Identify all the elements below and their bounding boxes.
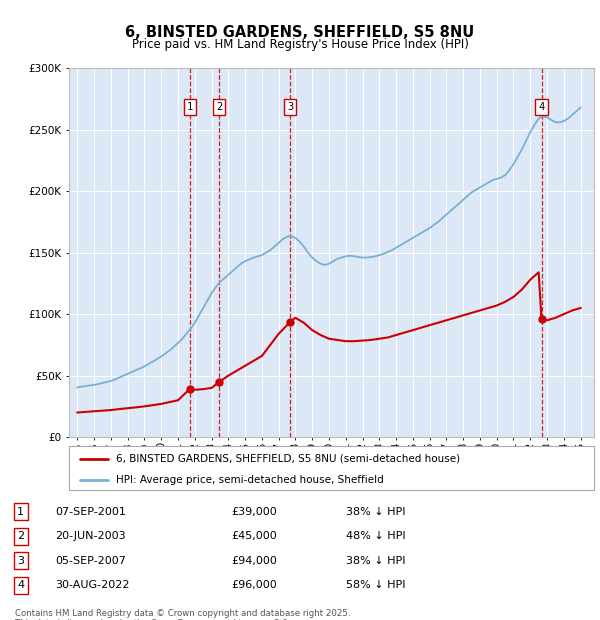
Text: 1: 1: [187, 102, 193, 112]
Text: 05-SEP-2007: 05-SEP-2007: [55, 556, 126, 565]
Text: £94,000: £94,000: [231, 556, 277, 565]
Text: Contains HM Land Registry data © Crown copyright and database right 2025.
This d: Contains HM Land Registry data © Crown c…: [15, 609, 350, 620]
Text: 38% ↓ HPI: 38% ↓ HPI: [346, 507, 406, 517]
Text: 30-AUG-2022: 30-AUG-2022: [55, 580, 130, 590]
Text: 48% ↓ HPI: 48% ↓ HPI: [346, 531, 406, 541]
Text: 4: 4: [17, 580, 24, 590]
Text: 1: 1: [17, 507, 24, 517]
Text: 6, BINSTED GARDENS, SHEFFIELD, S5 8NU: 6, BINSTED GARDENS, SHEFFIELD, S5 8NU: [125, 25, 475, 40]
Text: 4: 4: [538, 102, 545, 112]
Text: £39,000: £39,000: [231, 507, 277, 517]
Text: Price paid vs. HM Land Registry's House Price Index (HPI): Price paid vs. HM Land Registry's House …: [131, 38, 469, 51]
Text: 38% ↓ HPI: 38% ↓ HPI: [346, 556, 406, 565]
Text: 20-JUN-2003: 20-JUN-2003: [55, 531, 126, 541]
Text: 2: 2: [217, 102, 223, 112]
Text: 3: 3: [17, 556, 24, 565]
Text: 07-SEP-2001: 07-SEP-2001: [55, 507, 126, 517]
Text: £96,000: £96,000: [231, 580, 277, 590]
Text: 2: 2: [17, 531, 24, 541]
Text: 3: 3: [287, 102, 293, 112]
Text: HPI: Average price, semi-detached house, Sheffield: HPI: Average price, semi-detached house,…: [116, 476, 384, 485]
Text: £45,000: £45,000: [231, 531, 277, 541]
Text: 58% ↓ HPI: 58% ↓ HPI: [346, 580, 406, 590]
Text: 6, BINSTED GARDENS, SHEFFIELD, S5 8NU (semi-detached house): 6, BINSTED GARDENS, SHEFFIELD, S5 8NU (s…: [116, 454, 460, 464]
